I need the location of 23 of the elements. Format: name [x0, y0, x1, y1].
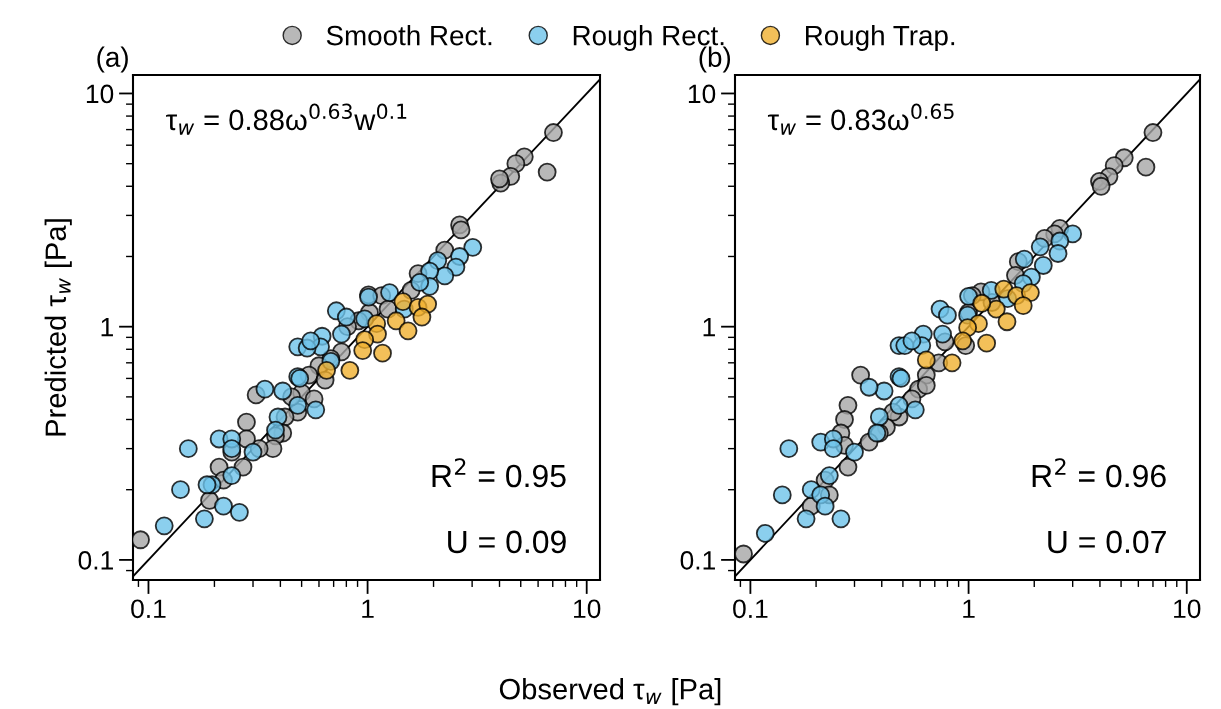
y-tick-label: 0.1 — [680, 551, 715, 570]
legend-label: Smooth Rect. — [326, 25, 492, 46]
annotation: R$^{2}$ = 0.95 — [432, 458, 566, 488]
y-tick-label: 1 — [101, 318, 113, 337]
text: (a) — [97, 46, 128, 73]
y-tick-label: 10 — [86, 84, 114, 104]
y-axis-title: Predicted τ$_{w}$ [Pa] — [44, 219, 72, 436]
x-tick-label: 1 — [362, 599, 374, 618]
y-tick-label: 0.1 — [78, 551, 113, 570]
x-tick-label: 10 — [574, 599, 601, 619]
annotation: U = 0.07 — [1048, 530, 1166, 554]
annotation: τ$_{w}$ = 0.88ω$^{0.63}$w$^{0.1}$ — [166, 103, 407, 135]
y-tick-label: 10 — [688, 84, 716, 104]
x-tick-label: 10 — [1174, 599, 1201, 619]
annotation: U = 0.09 — [448, 530, 566, 554]
y-tick-label: 1 — [703, 318, 715, 337]
x-tick-label: 0.1 — [131, 599, 166, 619]
x-axis-title: Observed τ$_{w}$ [Pa] — [499, 678, 721, 706]
x-tick-label: 1 — [963, 599, 975, 618]
legend-label: Rough Trap. — [806, 25, 955, 51]
x-tick-label: 0.1 — [733, 599, 768, 619]
annotation: R$^{2}$ = 0.96 — [1032, 458, 1166, 488]
annotation: τ$_{w}$ = 0.83ω$^{0.65}$ — [767, 103, 954, 135]
